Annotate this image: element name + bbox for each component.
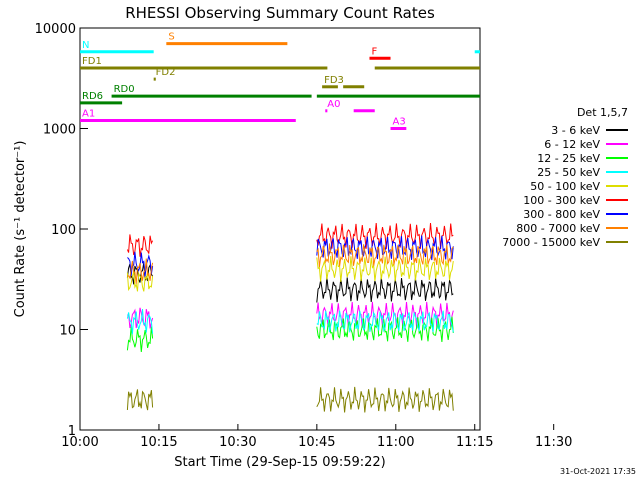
- flag-label: N: [82, 40, 89, 51]
- x-tick-label: 10:30: [219, 435, 256, 450]
- flag-label: FD2: [156, 67, 176, 78]
- y-tick-label: 1000: [43, 123, 76, 138]
- y-tick-label: 10: [59, 324, 76, 339]
- flag-label: S: [168, 32, 174, 43]
- generated-timestamp: 31-Oct-2021 17:35: [560, 467, 636, 476]
- series-line: [316, 243, 454, 268]
- x-tick-label: 11:15: [456, 435, 493, 450]
- legend-label: 100 - 300 keV: [523, 194, 600, 207]
- series-line: [316, 223, 454, 250]
- x-axis-label: Start Time (29-Sep-15 09:59:22): [174, 455, 385, 470]
- flag-label: A3: [393, 117, 406, 128]
- x-tick-label: 10:00: [61, 435, 98, 450]
- flag-label: F: [371, 46, 377, 57]
- legend-label: 50 - 100 keV: [530, 180, 600, 193]
- flag-label: RD0: [114, 84, 135, 95]
- x-tick-label: 11:00: [377, 435, 414, 450]
- x-tick-label: 10:45: [298, 435, 335, 450]
- series-line: [316, 310, 454, 333]
- series-line: [316, 276, 454, 303]
- legend-label: 12 - 25 keV: [537, 152, 600, 165]
- flag-label: A0: [327, 99, 340, 110]
- legend-label: 3 - 6 keV: [551, 124, 600, 137]
- chart-title: RHESSI Observing Summary Count Rates: [125, 4, 435, 22]
- y-tick-label: 1: [68, 424, 76, 439]
- series-line: [126, 270, 154, 292]
- x-tick-label: 11:30: [535, 435, 572, 450]
- legend-title: Det 1,5,7: [577, 106, 628, 119]
- y-axis-label: Count Rate (s⁻¹ detector⁻¹): [13, 141, 28, 318]
- y-tick-label: 10000: [35, 22, 76, 37]
- series-line: [126, 262, 154, 285]
- series-line: [127, 307, 154, 329]
- legend-label: 6 - 12 keV: [544, 138, 600, 151]
- series-line: [126, 234, 154, 257]
- series-line: [316, 316, 454, 342]
- legend-label: 25 - 50 keV: [537, 166, 600, 179]
- flag-label: FD1: [82, 56, 102, 67]
- flag-label: FD3: [324, 75, 344, 86]
- x-tick-label: 10:15: [140, 435, 177, 450]
- series-line: [126, 389, 154, 411]
- legend-label: 7000 - 15000 keV: [502, 236, 600, 249]
- series-line: [127, 258, 154, 284]
- legend-label: 300 - 800 keV: [523, 208, 600, 221]
- flag-label: A1: [82, 109, 95, 120]
- legend-label: 800 - 7000 keV: [516, 222, 600, 235]
- y-tick-label: 100: [51, 223, 76, 238]
- flag-label: RD6: [82, 91, 103, 102]
- series-line: [126, 308, 154, 335]
- series-line: [316, 386, 454, 413]
